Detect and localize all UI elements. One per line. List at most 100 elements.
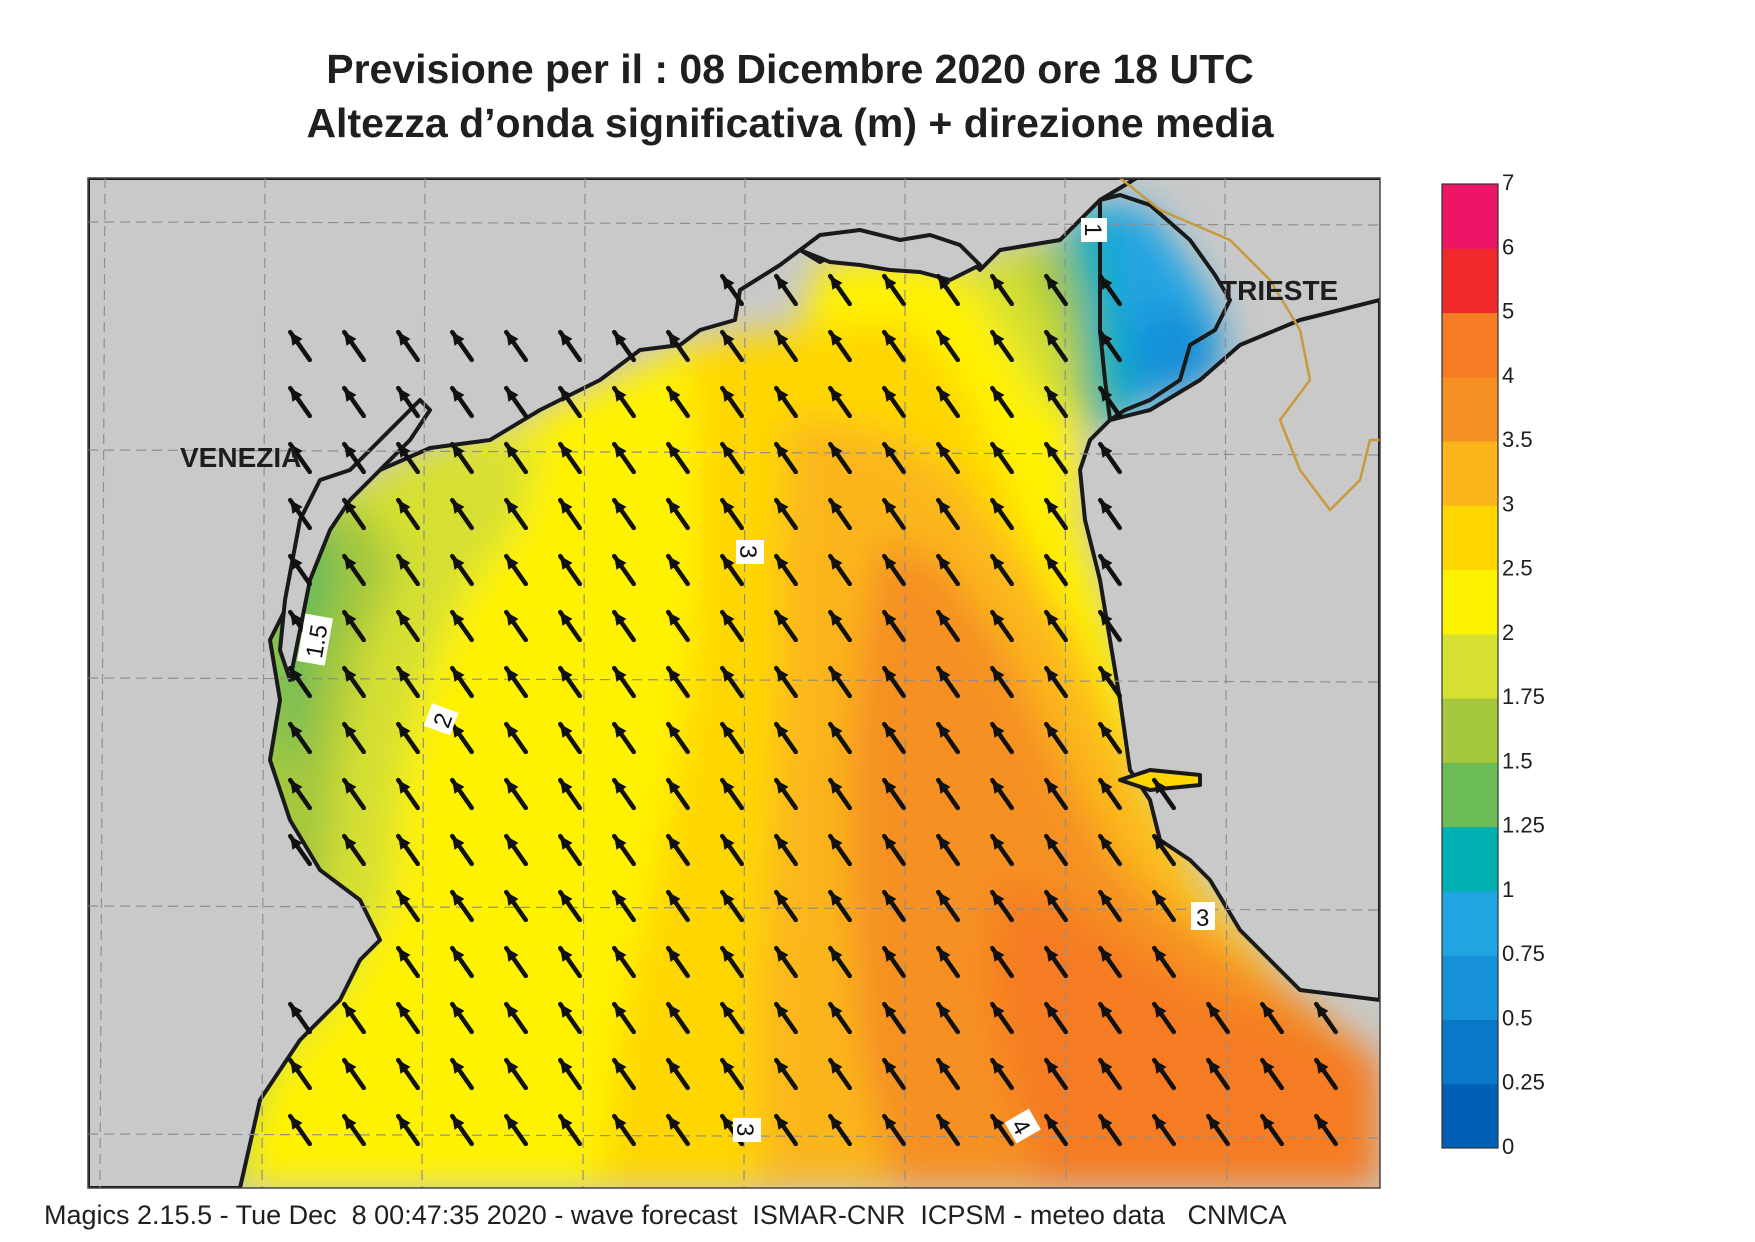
colorbar-tick-label: 3.5 xyxy=(1502,427,1533,452)
direction-arrowhead xyxy=(1262,1004,1275,1018)
direction-arrowhead xyxy=(452,1060,465,1074)
direction-arrowhead xyxy=(668,556,681,570)
direction-arrowhead xyxy=(452,444,465,458)
direction-arrowhead xyxy=(992,724,1005,738)
direction-arrowhead xyxy=(344,556,357,570)
direction-arrowhead xyxy=(1046,500,1059,514)
direction-arrowhead xyxy=(452,500,465,514)
direction-arrowhead xyxy=(722,780,735,794)
svg-text:1.5: 1.5 xyxy=(301,623,333,661)
direction-arrowhead xyxy=(938,836,951,850)
direction-arrowhead xyxy=(614,836,627,850)
direction-arrowhead xyxy=(560,1060,573,1074)
direction-arrowhead xyxy=(290,332,303,346)
direction-arrowhead xyxy=(614,388,627,402)
direction-arrowhead xyxy=(614,724,627,738)
colorbar-swatch xyxy=(1442,505,1498,571)
direction-arrowhead xyxy=(776,668,789,682)
direction-arrowhead xyxy=(1154,1004,1167,1018)
svg-text:3: 3 xyxy=(1196,905,1209,932)
trieste-land xyxy=(1098,193,1232,422)
direction-arrowhead xyxy=(992,612,1005,626)
direction-arrowhead xyxy=(560,1116,573,1130)
direction-arrowhead xyxy=(830,556,843,570)
direction-arrowhead xyxy=(344,332,357,346)
direction-arrowhead xyxy=(938,556,951,570)
direction-arrowhead xyxy=(992,668,1005,682)
direction-arrowhead xyxy=(506,668,519,682)
direction-arrowhead xyxy=(884,948,897,962)
direction-arrowhead xyxy=(938,892,951,906)
direction-arrowhead xyxy=(884,668,897,682)
direction-arrowhead xyxy=(1100,836,1113,850)
colorbar-swatch xyxy=(1442,248,1498,314)
colorbar-tick-label: 5 xyxy=(1502,299,1514,324)
direction-arrowhead xyxy=(452,1116,465,1130)
direction-arrowhead xyxy=(776,500,789,514)
direction-arrowhead xyxy=(1046,556,1059,570)
piran-tip xyxy=(1118,768,1202,792)
colorbar-swatch xyxy=(1442,441,1498,506)
direction-arrowhead xyxy=(398,332,411,346)
direction-arrowhead xyxy=(398,444,411,458)
direction-arrowhead xyxy=(344,1060,357,1074)
direction-arrowhead xyxy=(290,1004,303,1018)
direction-arrowhead xyxy=(884,612,897,626)
direction-arrowhead xyxy=(992,1004,1005,1018)
colorbar-swatch xyxy=(1442,312,1498,378)
direction-arrowhead xyxy=(398,612,411,626)
city-label-venezia: VENEZIA xyxy=(180,442,301,473)
direction-arrowhead xyxy=(1316,1116,1329,1130)
direction-arrowhead xyxy=(452,892,465,906)
direction-arrowhead xyxy=(722,444,735,458)
direction-arrowhead xyxy=(1100,556,1113,570)
direction-arrowhead xyxy=(290,836,303,850)
direction-arrowhead xyxy=(668,612,681,626)
direction-arrowhead xyxy=(668,444,681,458)
colorbar: 0 0.25 0.5 0.75 1 1.25 1.5 1.75 2 2.5 3 3.5 4 5 6 7 xyxy=(1441,170,1545,1159)
direction-arrowhead xyxy=(1046,948,1059,962)
direction-arrowhead xyxy=(506,1060,519,1074)
colorbar-tick-label: 2.5 xyxy=(1502,556,1533,581)
direction-arrowhead xyxy=(722,1116,735,1130)
direction-arrowhead xyxy=(722,332,735,346)
direction-arrowhead xyxy=(884,780,897,794)
svg-text:3: 3 xyxy=(734,545,761,558)
direction-arrowhead xyxy=(776,1116,789,1130)
direction-arrowhead xyxy=(1100,1060,1113,1074)
direction-arrowhead xyxy=(1100,948,1113,962)
direction-arrowhead xyxy=(776,332,789,346)
direction-arrowhead xyxy=(614,668,627,682)
direction-arrowhead xyxy=(506,1116,519,1130)
direction-arrowhead xyxy=(830,500,843,514)
direction-arrowhead xyxy=(290,1060,303,1074)
direction-arrowhead xyxy=(506,500,519,514)
direction-arrowhead xyxy=(722,892,735,906)
direction-arrowhead xyxy=(452,612,465,626)
direction-arrowhead xyxy=(560,444,573,458)
svg-text:3: 3 xyxy=(731,1123,758,1136)
direction-arrowhead xyxy=(398,948,411,962)
map-frame xyxy=(87,177,1381,1189)
direction-arrowhead xyxy=(668,668,681,682)
direction-arrowhead xyxy=(776,276,789,290)
direction-arrowhead xyxy=(1046,836,1059,850)
direction-arrowhead xyxy=(830,1060,843,1074)
direction-arrowhead xyxy=(1154,780,1167,794)
direction-arrowhead xyxy=(614,948,627,962)
direction-arrowhead xyxy=(344,388,357,402)
direction-arrowhead xyxy=(398,1060,411,1074)
direction-arrowhead xyxy=(344,780,357,794)
direction-arrowhead xyxy=(290,668,303,682)
direction-arrowhead xyxy=(1154,1060,1167,1074)
direction-arrowhead xyxy=(938,668,951,682)
direction-arrowhead xyxy=(722,612,735,626)
direction-arrowhead xyxy=(560,500,573,514)
direction-arrowhead xyxy=(560,948,573,962)
direction-arrowhead xyxy=(668,332,681,346)
direction-arrowhead xyxy=(992,892,1005,906)
venice-lagoon xyxy=(278,398,432,682)
direction-arrowhead xyxy=(506,1004,519,1018)
direction-arrowhead xyxy=(614,612,627,626)
